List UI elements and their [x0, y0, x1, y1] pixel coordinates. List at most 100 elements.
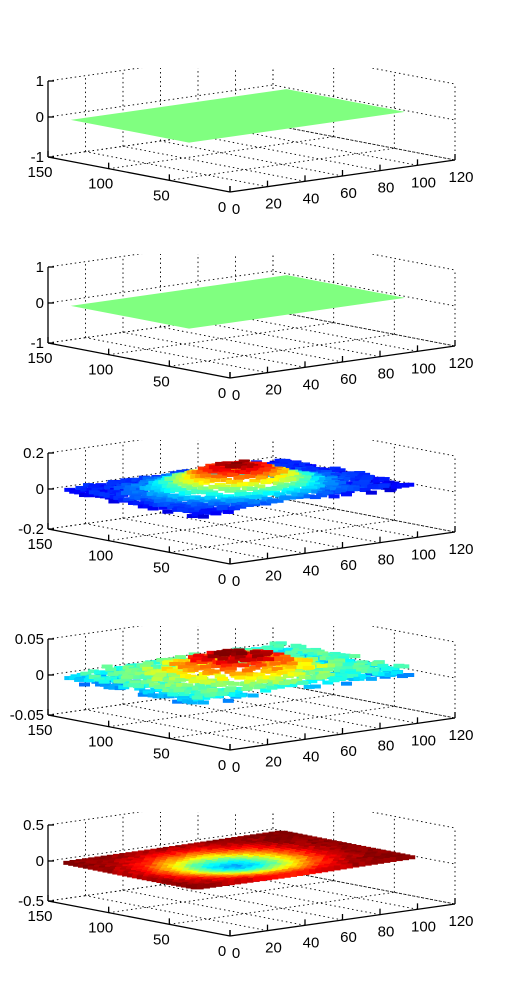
floor-gridline: [272, 496, 456, 533]
surface-cell: [333, 668, 345, 673]
surface-cell: [208, 669, 220, 674]
y-tick-label: 40: [303, 376, 320, 393]
surface-cell: [286, 683, 298, 688]
surface-cell: [123, 487, 135, 492]
surface-cell: [88, 675, 100, 680]
z-tick-label: 1: [36, 259, 44, 276]
surface-cell: [272, 657, 284, 662]
surface-cell: [358, 664, 370, 669]
surface-cell: [167, 692, 179, 697]
surface-cell: [249, 665, 261, 670]
floor-gridline: [160, 140, 343, 177]
surface-cell: [318, 670, 330, 675]
surface-cell: [229, 692, 241, 697]
surface-cell: [353, 486, 365, 491]
surface-cell: [322, 491, 334, 496]
surface-cell: [205, 492, 217, 497]
surface-cell: [258, 468, 270, 473]
y-tick-label: 100: [411, 918, 436, 935]
surface-cell: [164, 476, 176, 481]
surface-cell: [208, 501, 220, 506]
surface-cell: [221, 461, 233, 466]
floor-gridline: [160, 884, 343, 921]
surface-cell: [297, 492, 309, 497]
floor-gridline: [272, 310, 456, 347]
x-tick-label: 150: [27, 350, 52, 367]
surface-cell: [324, 663, 336, 668]
surface-cell: [378, 672, 390, 677]
surface-cell: [204, 510, 216, 515]
surface-cell: [217, 656, 229, 661]
surface-cell: [372, 478, 384, 483]
surface-cell: [140, 680, 152, 685]
surface-cell: [229, 506, 241, 511]
surface-cell: [334, 658, 346, 663]
x-tick-label: 0: [218, 199, 226, 216]
surface-cell: [216, 464, 228, 469]
floor-gridline: [235, 315, 418, 352]
surface-cell: [186, 486, 198, 491]
surface-cell: [334, 489, 346, 494]
surface-cell: [212, 467, 224, 472]
surface-cell: [155, 496, 167, 501]
surface-cell: [183, 476, 195, 481]
z-tick-label: 0.05: [15, 631, 44, 648]
floor-gridline: [85, 709, 268, 746]
surface-cell: [107, 672, 119, 677]
surface-cell: [272, 466, 284, 471]
surface-cell: [142, 661, 154, 666]
surface-cell: [244, 474, 256, 479]
surface-cell: [138, 481, 150, 486]
surface-cell: [403, 482, 415, 487]
surface-cell: [69, 675, 81, 680]
surface-cell: [169, 661, 181, 666]
surface-cell: [198, 686, 210, 691]
floor-gridline: [122, 889, 306, 926]
surface-cell: [360, 669, 372, 674]
surface-cell: [274, 476, 286, 481]
surface-cell: [285, 477, 297, 482]
surface-cell: [184, 490, 196, 495]
surface-cell: [236, 651, 248, 656]
x-tick-label: 100: [88, 548, 113, 565]
floor-gridline: [272, 124, 456, 161]
surface-cell: [146, 491, 158, 496]
surface-cell: [288, 472, 300, 477]
surface-cell: [269, 641, 281, 646]
surface-cell: [260, 501, 272, 506]
surface-cell: [293, 672, 305, 677]
surface-cell: [124, 670, 136, 675]
surface-cell: [181, 483, 193, 488]
x-tick-label: 50: [153, 187, 170, 204]
surface-cell: [266, 478, 278, 483]
surface-cell: [106, 676, 118, 681]
surface-cell: [134, 686, 146, 691]
surface-cell: [280, 683, 292, 688]
surface-cell: [264, 678, 276, 683]
surface-cell: [127, 675, 139, 680]
surface-cell: [151, 677, 163, 682]
z-tick-label: 0: [36, 109, 44, 126]
surface-cell: [322, 680, 334, 685]
surface-cell: [251, 491, 263, 496]
surface-cell: [87, 669, 99, 674]
surface-cell: [273, 652, 285, 657]
surface-cell: [178, 659, 190, 664]
y-tick-label: 0: [232, 945, 240, 962]
surface-cell: [216, 660, 228, 665]
x-axis: [47, 156, 231, 193]
floor-gridline: [169, 519, 395, 553]
surface-cell: [200, 689, 212, 694]
surface-cell: [133, 675, 145, 680]
surface-cell: [246, 672, 258, 677]
surface-cell: [322, 653, 334, 658]
surface-cell: [372, 485, 384, 490]
floor-gridline: [122, 703, 306, 740]
x-tick-label: 50: [153, 931, 170, 948]
surface-cell: [119, 678, 131, 683]
surface-cell: [145, 674, 157, 679]
surface-cell: [325, 477, 337, 482]
x-tick-label: 100: [88, 362, 113, 379]
